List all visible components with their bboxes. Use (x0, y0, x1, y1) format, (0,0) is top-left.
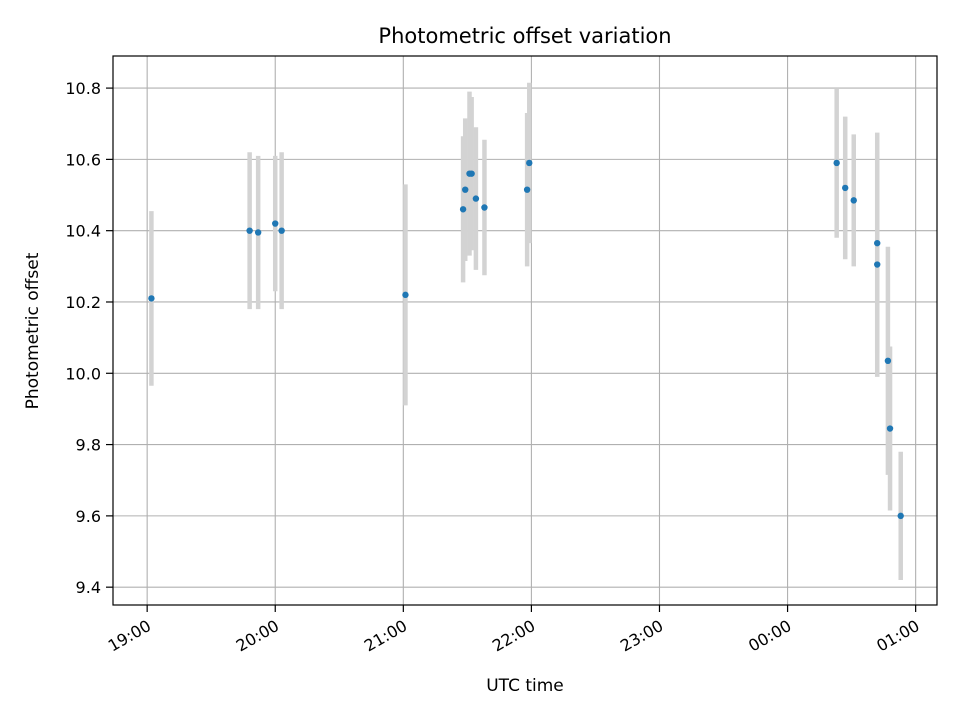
data-point (874, 261, 881, 268)
y-axis-label: Photometric offset (23, 252, 43, 409)
data-point (468, 170, 475, 177)
data-point (886, 425, 894, 432)
data-point (842, 184, 849, 192)
data-point (526, 159, 533, 167)
data-point (459, 206, 467, 213)
plot-area-frame (112, 55, 938, 606)
data-point (272, 220, 279, 227)
data-point (402, 291, 409, 299)
data-point (884, 357, 892, 365)
y-tick-label: 9.4 (76, 578, 101, 597)
y-tick-label: 9.6 (76, 507, 101, 526)
data-point (833, 159, 840, 167)
y-axis-ticks: 9.4 9.6 9.8 10.0 10.2 10.4 10.6 10.8 (65, 79, 113, 597)
data-point (874, 239, 881, 247)
data-point (472, 195, 480, 202)
y-tick-label: 10.2 (65, 293, 101, 312)
chart-title: Photometric offset variation (378, 24, 671, 48)
y-tick-label: 10.8 (65, 79, 101, 98)
y-tick-label: 10.6 (65, 150, 101, 169)
data-point (850, 197, 857, 204)
x-axis-label: UTC time (486, 676, 564, 696)
data-point (523, 186, 531, 193)
data-point (897, 512, 904, 520)
data-point (462, 186, 469, 193)
data-point (148, 295, 155, 302)
data-point (246, 227, 253, 234)
data-points (148, 159, 904, 520)
data-point (481, 204, 488, 211)
data-point (278, 227, 285, 234)
y-tick-label: 10.0 (65, 364, 101, 383)
y-tick-label: 9.8 (76, 436, 101, 455)
data-point (254, 229, 262, 236)
y-tick-label: 10.4 (65, 222, 101, 241)
